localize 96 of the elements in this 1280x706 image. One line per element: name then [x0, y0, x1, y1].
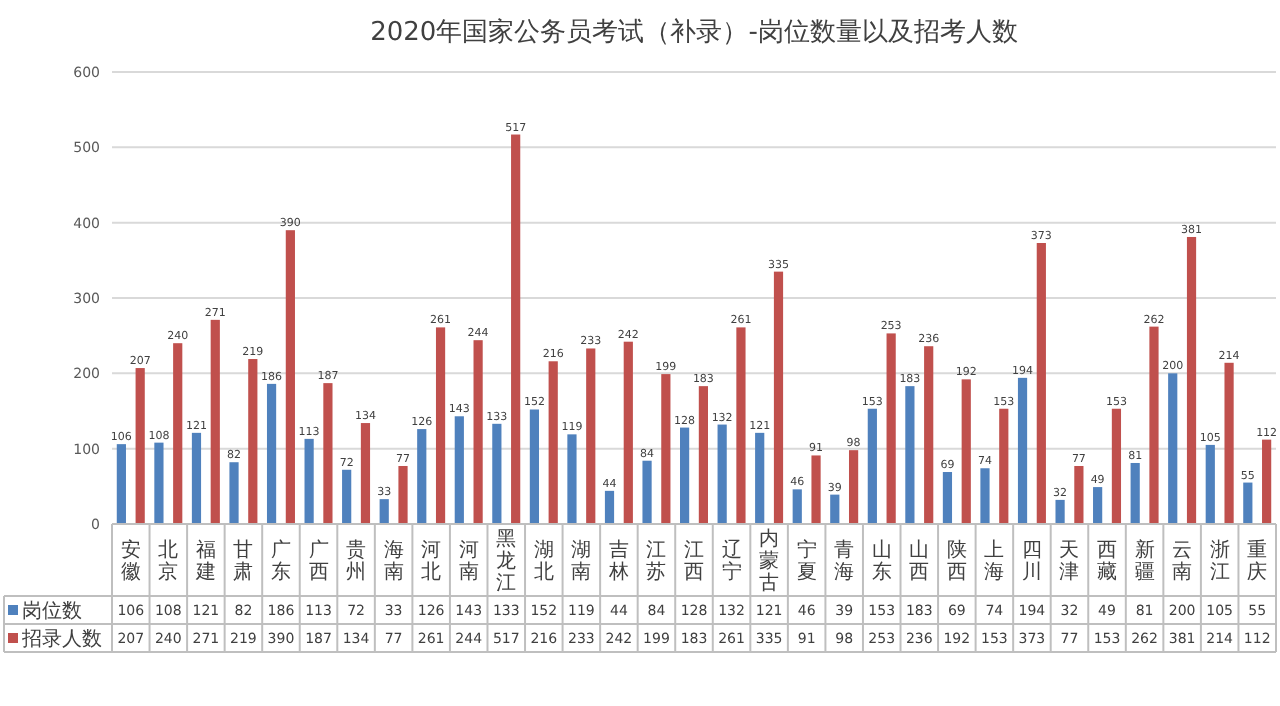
bar [755, 432, 765, 524]
x-tick-label: 福建 [193, 538, 216, 584]
bar [773, 271, 784, 524]
x-tick-label: 西藏 [1097, 540, 1118, 584]
x-tick-label: 广东 [270, 538, 291, 584]
bar [680, 427, 690, 524]
bar [1017, 377, 1028, 524]
bar [811, 455, 821, 524]
x-tick-label: 四川 [1021, 540, 1042, 584]
bar [435, 327, 446, 524]
legend-label: 岗位数 [22, 599, 82, 623]
x-tick-label: 山东 [871, 538, 892, 584]
x-tick-label: 广西 [308, 538, 329, 584]
bar [323, 383, 333, 524]
bar [248, 359, 258, 524]
bar [1036, 243, 1046, 524]
bar [417, 429, 427, 524]
x-tick-label: 湖南 [571, 538, 592, 584]
bar [736, 327, 746, 524]
x-tick-label: 湖北 [533, 538, 554, 584]
bar [867, 408, 877, 524]
bar [342, 469, 352, 524]
bar [1074, 465, 1084, 524]
x-tick-label: 天津 [1059, 540, 1080, 584]
bar [304, 438, 314, 524]
bar [285, 230, 295, 524]
bar [848, 450, 859, 524]
bar [1093, 487, 1103, 524]
x-tick-label: 江西 [684, 538, 704, 584]
x-tick-label: 甘肃 [233, 538, 254, 584]
bar [1186, 236, 1197, 524]
bar [173, 343, 183, 524]
x-tick-label: 青海 [834, 538, 855, 584]
bar [548, 361, 558, 524]
bar [642, 460, 652, 524]
bar [492, 423, 502, 524]
bar [604, 490, 615, 524]
bar [623, 341, 633, 524]
title: 2020年国家公务员考试（补录）-岗位数量以及招考人数 [370, 18, 1018, 48]
bar [980, 468, 990, 524]
bar [1262, 439, 1272, 524]
x-tick-label: 北京 [158, 538, 179, 584]
bar [1149, 326, 1159, 524]
bar [886, 333, 896, 524]
bar [567, 434, 577, 524]
x-tick-label: 上海 [984, 538, 1005, 584]
bar [266, 383, 277, 524]
bar [717, 424, 727, 524]
x-tick-label: 内蒙古 [759, 527, 780, 595]
bar [398, 465, 408, 524]
bar [1111, 408, 1122, 524]
bar [454, 416, 464, 524]
x-tick-label: 山西 [909, 538, 930, 584]
bar [1224, 362, 1234, 524]
bar [229, 462, 239, 524]
x-tick-label: 浙江 [1209, 538, 1230, 584]
x-tick-label: 陕西 [946, 538, 967, 584]
bar [1130, 462, 1140, 524]
x-tick-label: 重庆 [1247, 538, 1268, 584]
bar [1168, 373, 1178, 524]
bar [116, 444, 126, 524]
bar [1243, 482, 1253, 524]
bar [698, 386, 708, 524]
bar [135, 368, 145, 524]
x-tick-label: 辽宁 [721, 538, 742, 584]
legend-label: 招录人数 [20, 627, 102, 651]
bar [379, 499, 389, 524]
bar [942, 472, 953, 524]
bar [473, 340, 483, 524]
bar [210, 319, 220, 524]
x-tick-label: 云南 [1172, 540, 1193, 584]
x-tick-label: 河北 [421, 538, 442, 584]
bar [586, 348, 596, 524]
x-tick-label: 新疆 [1134, 538, 1155, 584]
bar [830, 494, 840, 524]
bar [1055, 499, 1065, 524]
bar [529, 409, 540, 524]
x-tick-label: 河南 [458, 538, 479, 584]
bar [360, 423, 371, 524]
bar [154, 442, 164, 524]
x-tick-label: 安徽 [120, 538, 141, 584]
bar [191, 432, 202, 524]
bar [511, 134, 521, 524]
x-tick-label: 海南 [383, 538, 404, 584]
bar [905, 386, 915, 524]
x-tick-label: 吉林 [606, 538, 629, 584]
x-tick-label: 黑龙江 [496, 529, 517, 595]
x-tick-label: 宁夏 [796, 538, 817, 584]
bar [961, 379, 971, 524]
bar [661, 374, 671, 524]
x-tick-label: 贵州 [346, 538, 367, 584]
x-tick-label: 江苏 [646, 538, 667, 584]
bar [1205, 444, 1215, 524]
bar [792, 489, 802, 524]
bar [999, 408, 1009, 524]
bar [924, 346, 934, 524]
